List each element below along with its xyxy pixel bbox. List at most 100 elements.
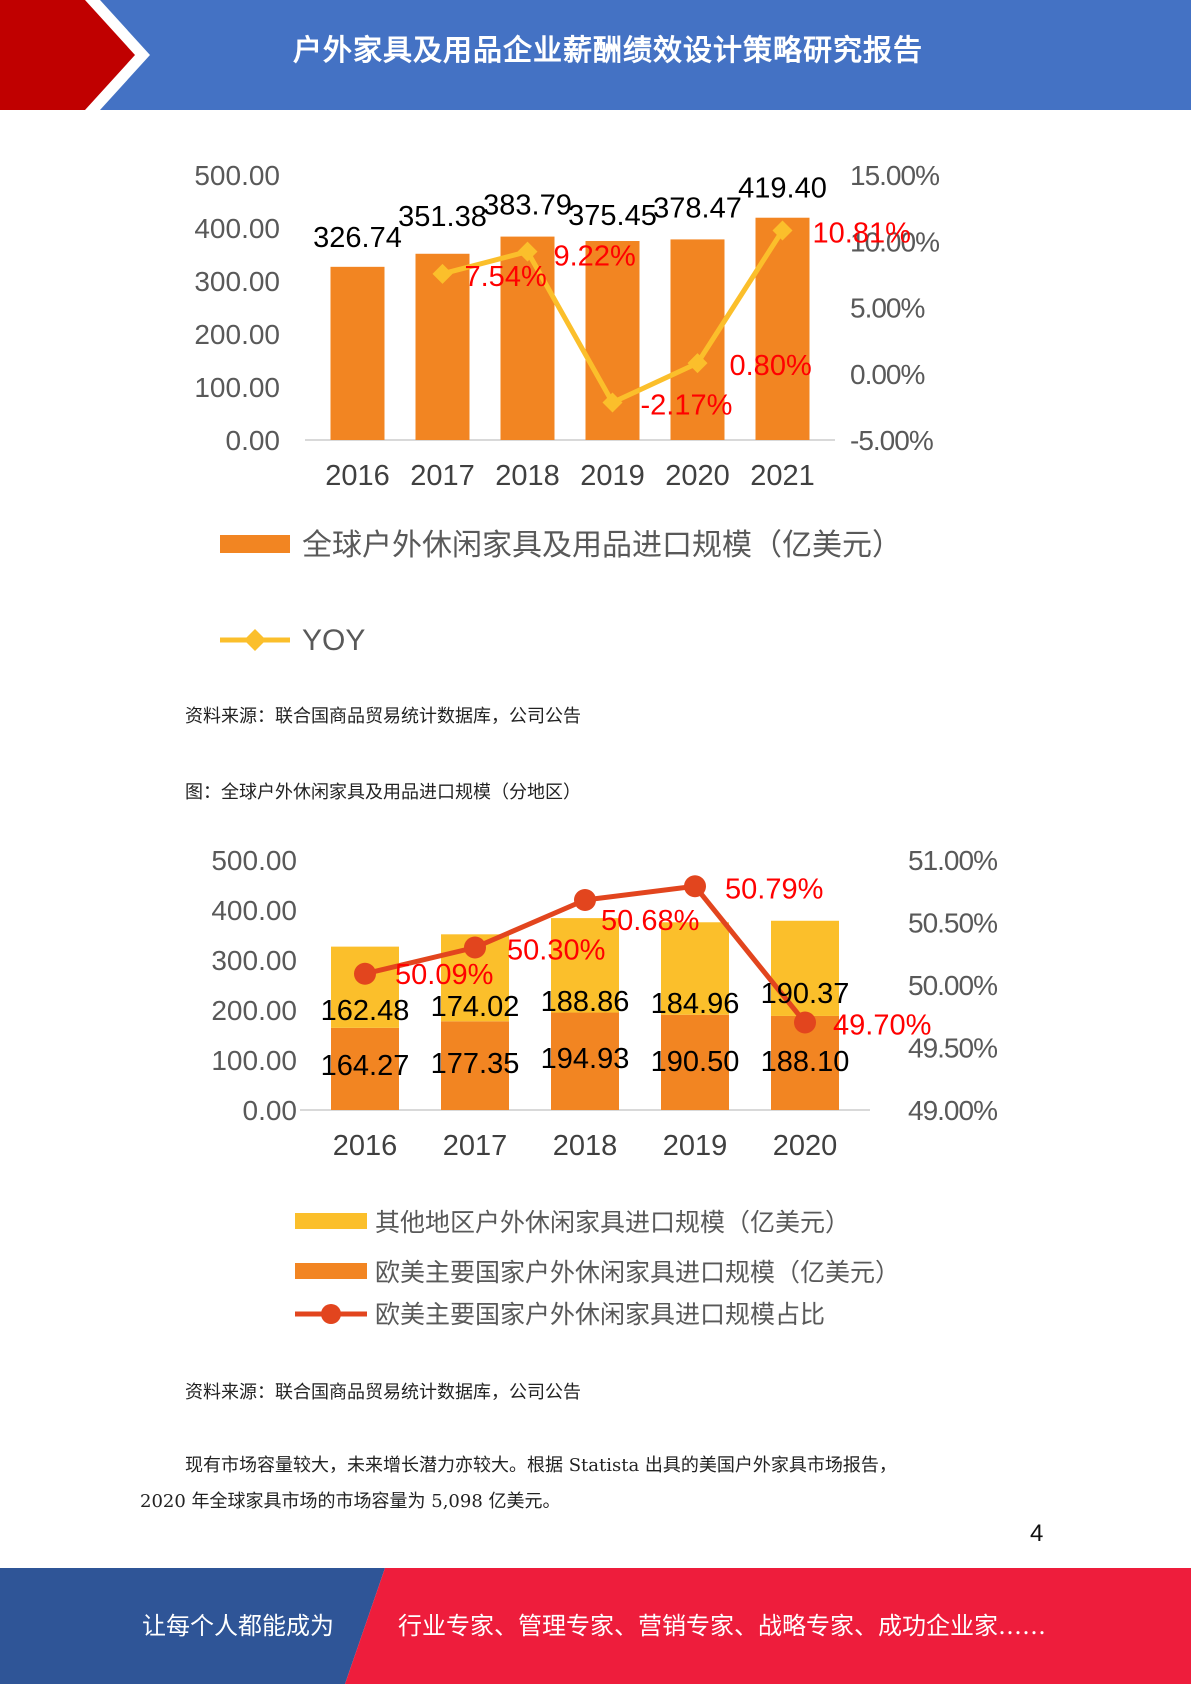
report-title: 户外家具及用品企业薪酬绩效设计策略研究报告 (292, 33, 923, 67)
line-marker (517, 241, 538, 262)
source-note-1: 资料来源：联合国商品贸易统计数据库，公司公告 (185, 706, 581, 727)
y-axis-tick-label: 100.00 (194, 372, 280, 403)
page-number: 4 (1030, 1520, 1044, 1547)
bar-value-label-bottom: 194.93 (541, 1043, 630, 1075)
paragraph-line-1: 现有市场容量较大，未来增长潜力亦较大。根据 Statista 出具的美国户外家具… (185, 1455, 897, 1476)
x-axis-tick-label: 2019 (580, 460, 645, 492)
x-axis-tick-label: 2016 (325, 460, 390, 492)
body-paragraph: 现有市场容量较大，未来增长潜力亦较大。根据 Statista 出具的美国户外家具… (140, 1448, 1040, 1520)
line-value-label: 50.30% (507, 935, 605, 967)
y2-axis-tick-label: 10.00% (850, 226, 939, 257)
x-axis-tick-label: 2018 (553, 1130, 618, 1162)
bar (670, 239, 725, 440)
line-value-label: 50.68% (601, 905, 699, 937)
y2-axis-tick-label: 0.00% (850, 359, 924, 390)
y-axis-tick-label: 200.00 (211, 995, 297, 1026)
line-marker (354, 962, 376, 985)
y-axis-tick-label: 200.00 (194, 319, 280, 350)
x-axis-tick-label: 2021 (750, 460, 815, 492)
line-value-label: 49.70% (833, 1010, 931, 1042)
y-axis-tick-label: 400.00 (211, 895, 297, 926)
legend-swatch-share-marker (321, 1304, 341, 1324)
y2-axis-tick-label: 50.50% (908, 908, 997, 939)
y2-axis-tick-label: 51.00% (908, 845, 997, 876)
legend-label-share: 欧美主要国家户外休闲家具进口规模占比 (375, 1301, 825, 1329)
bar (415, 253, 470, 440)
legend-swatch-other (295, 1213, 367, 1229)
bar-segment-europe-america (661, 1014, 729, 1110)
bar (330, 266, 385, 440)
x-axis-tick-label: 2018 (495, 460, 560, 492)
bar-value-label: 383.79 (483, 190, 572, 222)
footer-background (0, 1568, 1191, 1684)
x-axis-tick-label: 2020 (665, 460, 730, 492)
y-axis-tick-label: 300.00 (211, 945, 297, 976)
line-marker (574, 889, 596, 911)
bar-value-label: 419.40 (738, 173, 827, 205)
y-axis-tick-label: 500.00 (194, 160, 280, 191)
bar-segment-europe-america (441, 1021, 509, 1110)
line-value-label: 10.81% (813, 218, 911, 250)
figure-caption-2: 图：全球户外休闲家具及用品进口规模（分地区） (185, 782, 581, 803)
line-value-label: 50.09% (395, 959, 493, 991)
x-axis-tick-label: 2016 (333, 1130, 398, 1162)
y2-axis-tick-label: 49.00% (908, 1095, 997, 1126)
paragraph-line-2: 2020 年全球家具市场的市场容量为 5,098 亿美元。 (140, 1491, 561, 1512)
y2-axis-tick-label: 5.00% (850, 293, 924, 324)
y2-axis-tick-label: 15.00% (850, 160, 939, 191)
bar-value-label: 378.47 (653, 192, 742, 224)
y2-axis-tick-label: 49.50% (908, 1033, 997, 1064)
bar-value-label: 351.38 (398, 201, 487, 233)
bar-segment-europe-america (551, 1012, 619, 1110)
bar-value-label-top: 162.48 (321, 995, 410, 1027)
bar-segment-other-regions (331, 946, 399, 1028)
x-axis-tick-label: 2019 (663, 1130, 728, 1162)
bar-value-label-top: 184.96 (651, 988, 740, 1020)
line-marker (684, 875, 706, 898)
bar-value-label-bottom: 188.10 (761, 1046, 850, 1078)
line-marker (687, 353, 708, 374)
bar (500, 236, 555, 440)
bar-value-label-top: 190.37 (761, 978, 850, 1010)
footer-slogan-right: 行业专家、管理专家、营销专家、战略专家、成功企业家…… (398, 1612, 1046, 1640)
y-axis-tick-label: 100.00 (211, 1045, 297, 1076)
y-axis-tick-label: 500.00 (211, 845, 297, 876)
x-axis-tick-label: 2017 (410, 460, 475, 492)
y2-axis-tick-label: -5.00% (850, 425, 933, 456)
source-note-2: 资料来源：联合国商品贸易统计数据库，公司公告 (185, 1382, 581, 1403)
legend-swatch-marker (244, 629, 266, 651)
line-marker (464, 936, 486, 959)
line-marker (432, 263, 453, 284)
bar (755, 217, 810, 440)
y-axis-tick-label: 400.00 (194, 213, 280, 244)
line-value-label: 50.79% (725, 873, 823, 905)
x-axis-tick-label: 2017 (443, 1130, 508, 1162)
legend-label-line: YOY (302, 624, 365, 657)
footer-slogan-left: 让每个人都能成为 (142, 1612, 334, 1640)
bar-segment-europe-america (331, 1027, 399, 1110)
page-footer: 让每个人都能成为 行业专家、管理专家、营销专家、战略专家、成功企业家…… (0, 1568, 1191, 1684)
bar-value-label: 326.74 (313, 222, 402, 254)
bar-value-label-top: 174.02 (431, 991, 520, 1023)
chart-import-by-region: 0.00 100.00 200.00 300.00 400.00 500.00 49.00%… (180, 835, 1020, 1335)
bar-value-label-top: 188.86 (541, 986, 630, 1018)
x-axis-tick-label: 2020 (773, 1130, 838, 1162)
y2-axis-tick-label: 50.00% (908, 970, 997, 1001)
line-value-label: 9.22% (554, 241, 636, 273)
bar-segment-other-regions (661, 922, 729, 1015)
bar-value-label: 375.45 (568, 200, 657, 232)
legend-swatch-bar (220, 535, 290, 553)
legend-swatch-europe (295, 1263, 367, 1279)
page-header: 户外家具及用品企业薪酬绩效设计策略研究报告 (0, 0, 1191, 110)
chart-import-scale: 0.00 100.00 200.00 300.00 400.00 500.00 -5.00%… (180, 150, 1020, 670)
legend-label-other: 其他地区户外休闲家具进口规模（亿美元） (375, 1209, 850, 1237)
bar-value-label-bottom: 164.27 (321, 1050, 410, 1082)
bar-segment-other-regions (551, 918, 619, 1013)
bar-segment-other-regions (771, 920, 839, 1016)
y-axis-tick-label: 0.00 (243, 1095, 298, 1126)
line-value-label: 7.54% (465, 261, 547, 293)
y-axis-tick-label: 0.00 (226, 425, 281, 456)
header-arrow-decoration (0, 0, 150, 110)
line-value-label: -2.17% (641, 390, 733, 422)
bar-value-label-bottom: 177.35 (431, 1048, 520, 1080)
